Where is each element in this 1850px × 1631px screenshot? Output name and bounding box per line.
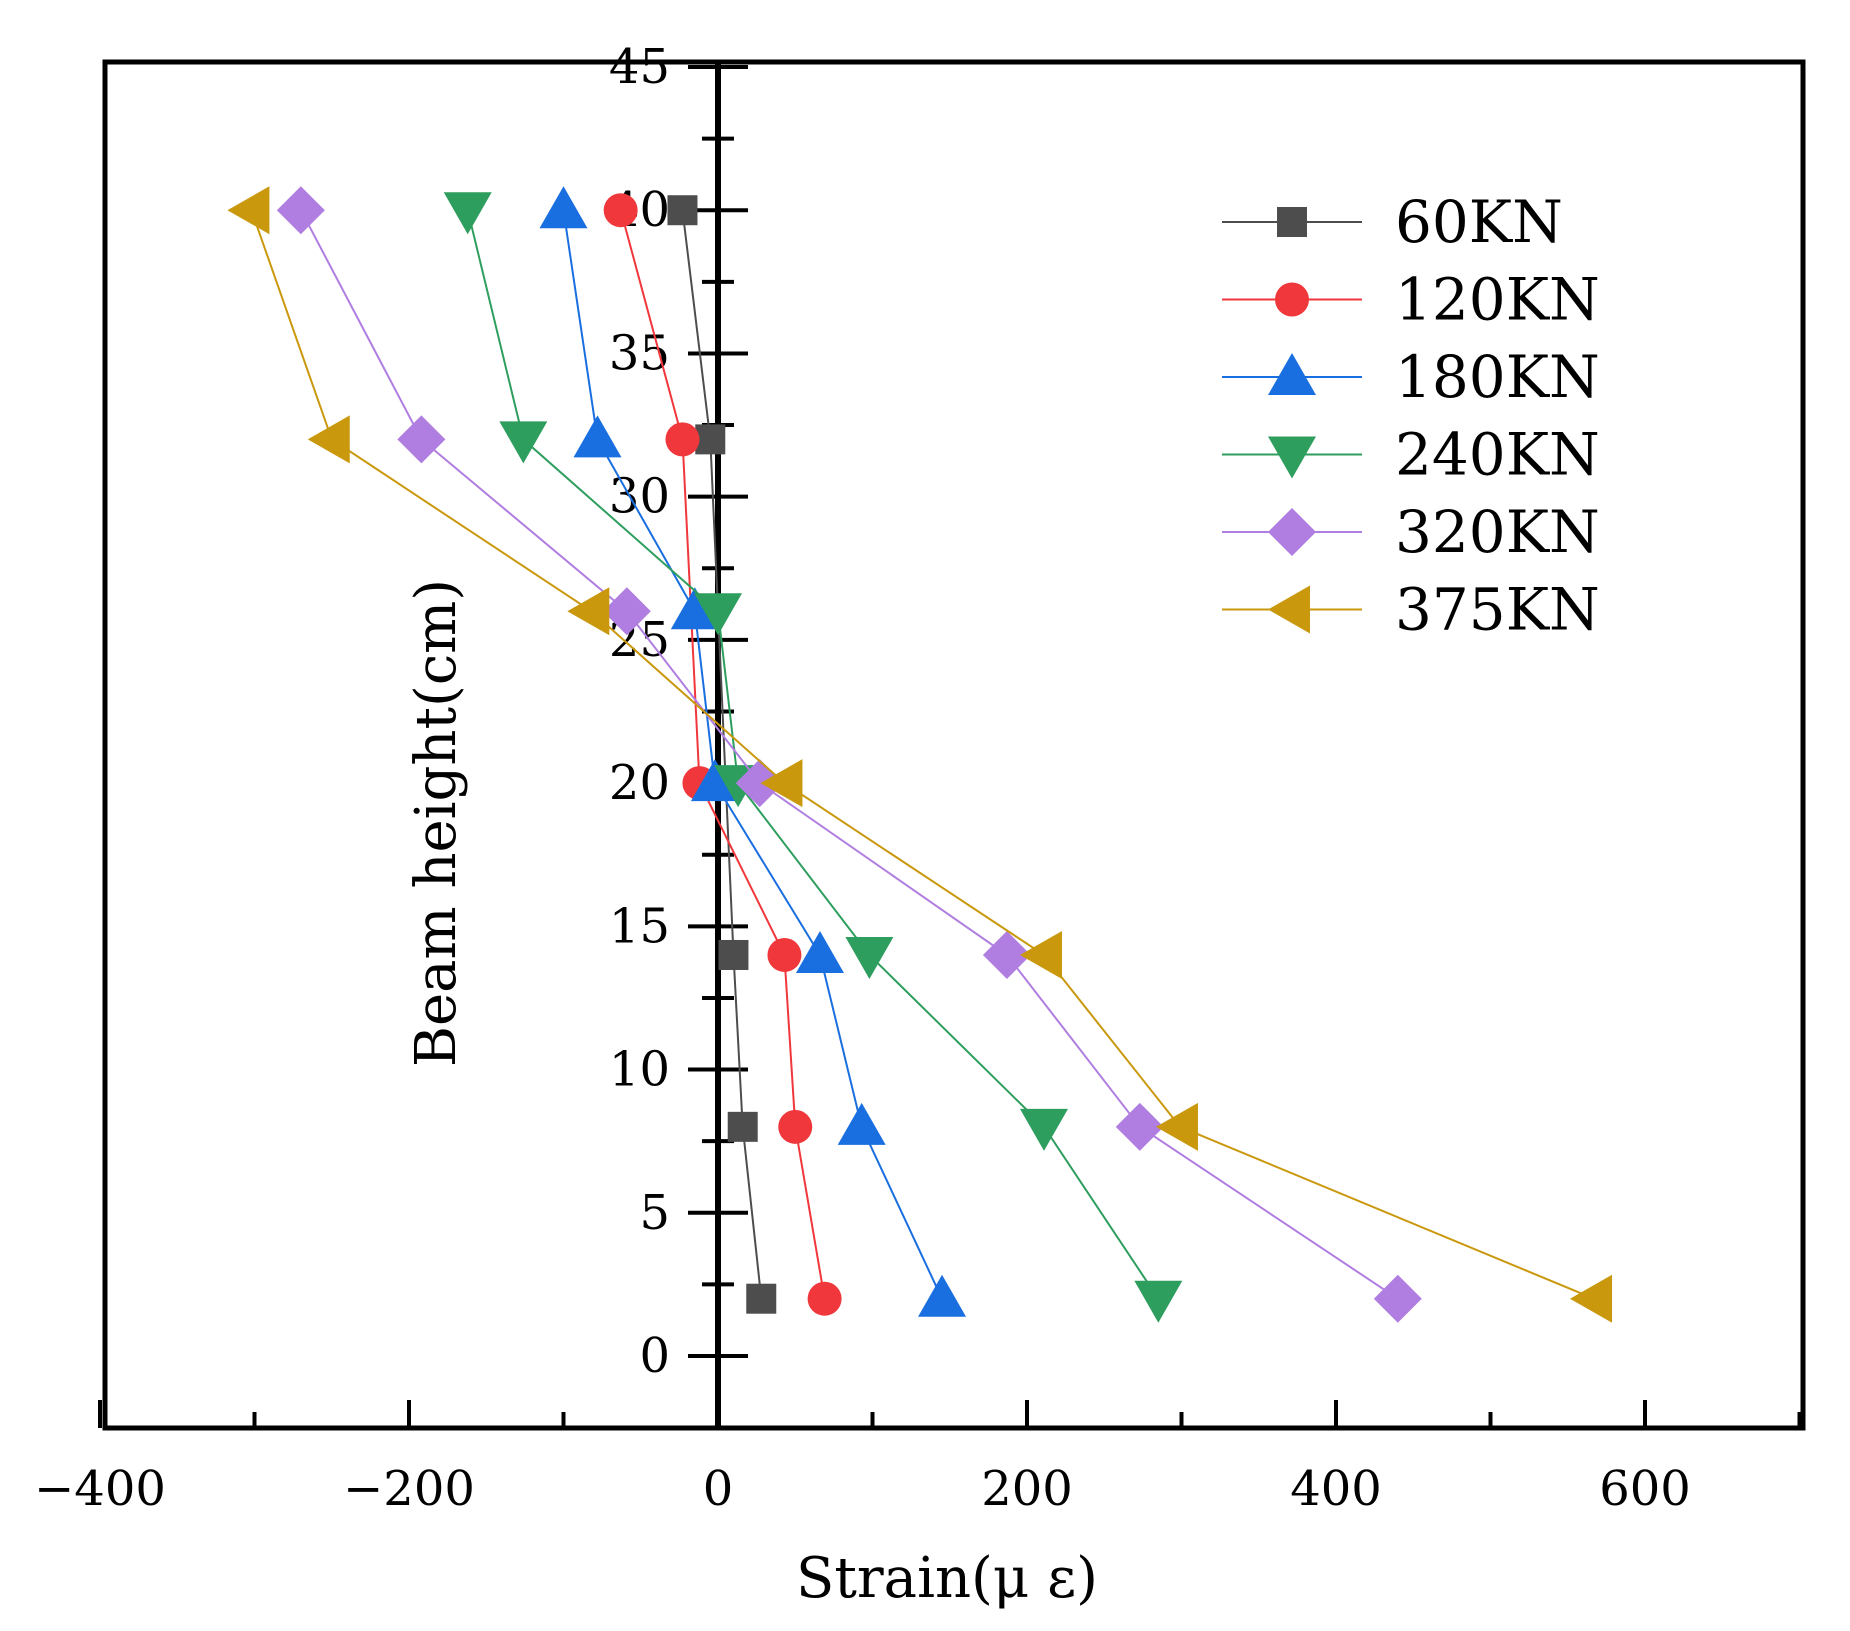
- data-point: [1019, 930, 1062, 979]
- legend-marker: [1268, 436, 1316, 479]
- data-point: [573, 415, 622, 458]
- data-point: [694, 593, 742, 636]
- legend-entry: 180KN: [1222, 343, 1600, 411]
- data-point: [727, 1111, 758, 1142]
- legend-marker: [1277, 207, 1307, 237]
- data-point: [746, 1283, 777, 1314]
- legend-entry: 320KN: [1222, 498, 1600, 566]
- data-point: [603, 193, 638, 228]
- data-point: [276, 186, 325, 235]
- legend-entry: 240KN: [1222, 421, 1600, 489]
- legend-label: 180KN: [1395, 343, 1600, 411]
- y-tick-label: 15: [609, 898, 670, 954]
- series-line: [466, 209, 1160, 1300]
- x-tick-label: −200: [343, 1461, 475, 1517]
- y-tick-label: 20: [609, 755, 670, 811]
- data-point: [837, 1102, 886, 1145]
- legend-label: 120KN: [1395, 266, 1600, 334]
- legend-entry: 60KN: [1222, 188, 1563, 256]
- y-tick-label: 10: [609, 1042, 670, 1098]
- data-point: [1115, 1102, 1164, 1151]
- data-point: [845, 936, 894, 979]
- data-point: [795, 930, 844, 973]
- data-point: [767, 937, 802, 972]
- data-point: [695, 424, 726, 455]
- legend-marker: [1268, 353, 1316, 395]
- data-point: [667, 195, 698, 226]
- legend-marker: [1268, 585, 1310, 634]
- legend: 60KN 120KN 180KN 240KN 320KN 375KN: [1222, 188, 1600, 644]
- data-point: [918, 1274, 967, 1317]
- data-point: [602, 587, 651, 636]
- data-point: [443, 192, 492, 235]
- series-240KN: [443, 192, 1183, 1323]
- data-point: [1570, 1274, 1613, 1323]
- data-point: [567, 587, 610, 636]
- legend-label: 60KN: [1395, 188, 1563, 256]
- series-line: [619, 209, 826, 1299]
- data-point: [760, 759, 803, 808]
- legend-label: 240KN: [1395, 421, 1600, 489]
- plot-frame: [102, 59, 1806, 1431]
- data-point: [718, 939, 749, 970]
- legend-label: 375KN: [1395, 576, 1600, 644]
- data-point: [1155, 1102, 1198, 1151]
- x-tick-label: 400: [1290, 1461, 1382, 1517]
- series-layer: [227, 186, 1613, 1323]
- data-point: [982, 930, 1031, 979]
- data-point: [1019, 1108, 1068, 1151]
- x-tick-label: 200: [981, 1461, 1073, 1517]
- y-tick-label: 45: [609, 39, 670, 95]
- x-axis-title: Strain(μ ε): [796, 1546, 1098, 1611]
- data-point: [670, 587, 719, 630]
- legend-label: 320KN: [1395, 498, 1600, 566]
- legend-marker: [1275, 282, 1309, 317]
- data-point: [539, 186, 588, 229]
- data-point: [227, 186, 270, 235]
- legend-entry: 120KN: [1222, 266, 1600, 334]
- y-tick-label: 0: [639, 1328, 670, 1384]
- data-point: [778, 1109, 813, 1144]
- data-point: [307, 415, 350, 464]
- data-point: [665, 422, 700, 457]
- data-point: [690, 759, 739, 802]
- x-tick-label: 600: [1599, 1461, 1691, 1517]
- x-tick-label: 0: [703, 1461, 734, 1517]
- y-axis-title: Beam height(cm): [404, 579, 469, 1067]
- data-point: [1134, 1280, 1183, 1323]
- legend-entry: 375KN: [1222, 576, 1600, 644]
- y-tick-label: 5: [639, 1185, 670, 1241]
- data-point: [1373, 1274, 1422, 1323]
- series-375KN: [227, 186, 1613, 1323]
- x-tick-label: −400: [34, 1461, 166, 1517]
- legend-marker: [1268, 508, 1316, 556]
- y-tick-label: 35: [609, 325, 670, 381]
- data-point: [397, 415, 446, 464]
- series-180KN: [539, 186, 967, 1317]
- series-60KN: [667, 195, 777, 1314]
- data-point: [499, 421, 548, 464]
- data-point: [807, 1281, 842, 1316]
